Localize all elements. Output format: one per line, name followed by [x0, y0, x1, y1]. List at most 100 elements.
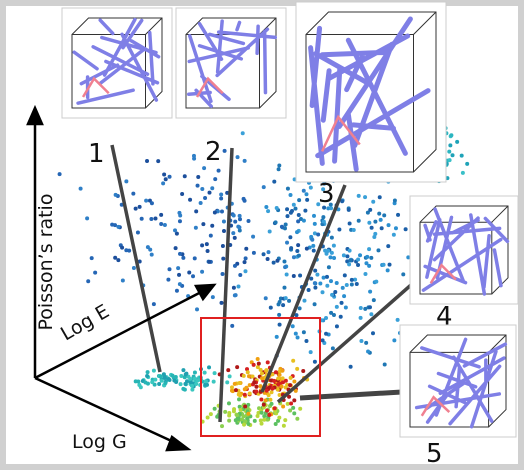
point — [207, 365, 211, 369]
point — [313, 281, 317, 285]
point — [369, 256, 373, 260]
point — [159, 222, 163, 226]
point — [285, 273, 289, 277]
point — [242, 374, 246, 378]
point — [203, 196, 207, 200]
point — [221, 272, 225, 276]
point — [194, 209, 198, 213]
point — [277, 167, 281, 171]
point — [340, 301, 344, 305]
point — [234, 388, 238, 392]
point — [264, 296, 268, 300]
point — [252, 380, 256, 384]
point — [292, 398, 296, 402]
point — [213, 211, 217, 215]
point — [350, 278, 354, 282]
point — [238, 217, 242, 221]
point — [293, 207, 297, 211]
point — [220, 424, 224, 428]
point — [193, 256, 197, 260]
point — [277, 313, 281, 317]
point — [379, 218, 383, 222]
point — [204, 379, 208, 383]
point — [335, 324, 339, 328]
point — [150, 201, 154, 205]
point — [221, 257, 225, 261]
point — [258, 384, 262, 388]
point — [309, 350, 313, 354]
point — [207, 260, 211, 264]
point — [271, 387, 275, 391]
point — [259, 398, 263, 402]
point — [58, 172, 62, 176]
point — [364, 341, 368, 345]
point — [262, 252, 266, 256]
point — [368, 305, 372, 309]
point — [370, 226, 374, 230]
point — [239, 408, 243, 412]
point — [252, 363, 256, 367]
point — [178, 219, 182, 223]
point — [313, 302, 317, 306]
point — [276, 376, 280, 380]
point — [232, 286, 236, 290]
point — [313, 222, 317, 226]
point — [256, 357, 260, 361]
point — [264, 368, 268, 372]
point — [376, 248, 380, 252]
point — [295, 230, 299, 234]
point — [292, 411, 296, 415]
point — [337, 227, 341, 231]
point — [272, 180, 276, 184]
point — [345, 283, 349, 287]
point — [343, 273, 347, 277]
point — [302, 219, 306, 223]
point — [291, 324, 295, 328]
point — [190, 388, 194, 392]
point — [175, 289, 179, 293]
point — [322, 276, 326, 280]
point — [144, 199, 148, 203]
point — [209, 412, 213, 416]
point — [448, 143, 452, 147]
point — [187, 271, 191, 275]
point — [183, 174, 187, 178]
point — [228, 374, 232, 378]
point — [371, 200, 375, 204]
point — [318, 282, 322, 286]
point — [321, 290, 325, 294]
point — [152, 369, 156, 373]
point — [296, 243, 300, 247]
point — [234, 293, 238, 297]
point — [460, 154, 464, 158]
point — [121, 279, 125, 283]
point — [268, 398, 272, 402]
point — [368, 208, 372, 212]
point — [289, 376, 293, 380]
point — [237, 397, 241, 401]
point — [295, 367, 299, 371]
point — [138, 205, 142, 209]
point — [348, 258, 352, 262]
point — [461, 171, 465, 175]
point — [288, 408, 292, 412]
point — [145, 159, 149, 163]
point — [254, 390, 258, 394]
point — [266, 209, 270, 213]
point — [225, 380, 229, 384]
point — [188, 198, 192, 202]
point — [157, 382, 161, 386]
point — [348, 222, 352, 226]
point — [153, 378, 157, 382]
point — [332, 256, 336, 260]
point — [289, 193, 293, 197]
point — [222, 219, 226, 223]
point — [356, 257, 360, 261]
point — [164, 177, 168, 181]
point — [283, 418, 287, 422]
point — [281, 380, 285, 384]
point — [194, 226, 198, 230]
point — [152, 302, 156, 306]
point — [272, 261, 276, 265]
point — [243, 260, 247, 264]
